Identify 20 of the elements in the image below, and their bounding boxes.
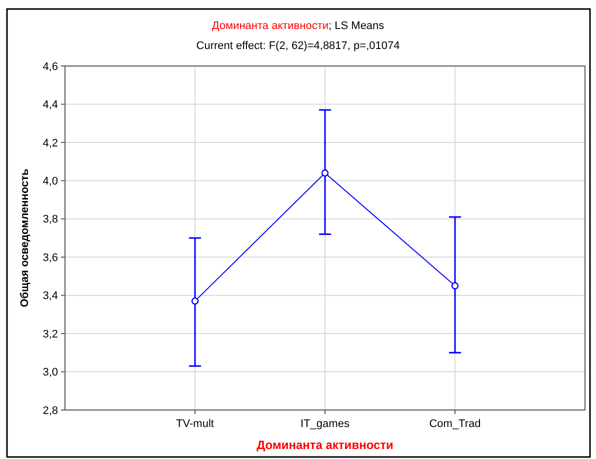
y-tick-label: 3,4 [42, 290, 58, 302]
y-tick-label: 4,2 [42, 137, 58, 150]
chart-subtitle: Current effect: F(2, 62)=4,8817, p=,01074 [196, 40, 400, 52]
x-tick-label: TV-mult [176, 418, 214, 430]
y-tick-label: 3,0 [42, 366, 58, 379]
y-tick-label: 3,8 [42, 214, 58, 226]
y-tick-label: 4,6 [42, 60, 58, 73]
y-tick-label: 4,4 [42, 99, 58, 112]
y-tick-label: 2,8 [42, 404, 58, 417]
y-tick-label: 3,6 [42, 252, 58, 264]
y-axis-title: Общая осведомленность [19, 168, 31, 308]
x-tick-label: IT_games [300, 418, 350, 430]
x-axis-title: Доминанта активности [256, 438, 394, 452]
y-tick-label: 4,0 [42, 176, 58, 188]
point [191, 297, 199, 305]
point [451, 282, 459, 290]
x-tick-label: Com_Trad [429, 418, 481, 430]
y-tick-label: 3,2 [42, 328, 58, 340]
chart-title: Доминанта активности; LS Means [212, 20, 385, 32]
point [321, 169, 329, 177]
